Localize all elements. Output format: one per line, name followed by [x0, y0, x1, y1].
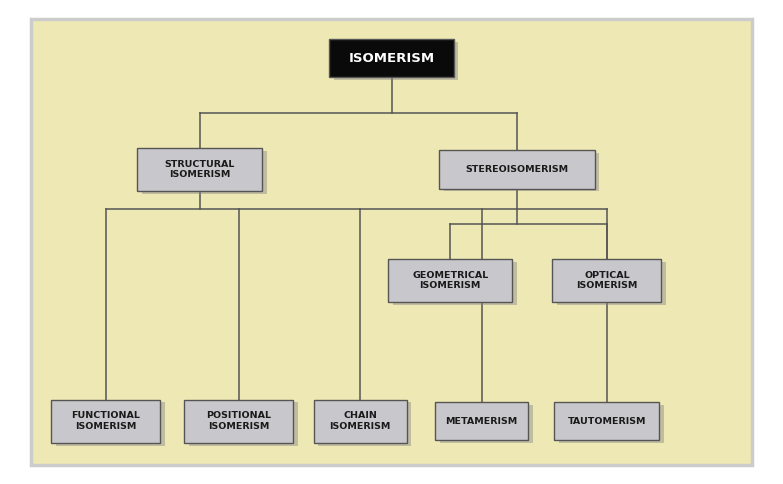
FancyBboxPatch shape: [443, 153, 600, 191]
FancyBboxPatch shape: [392, 262, 518, 305]
FancyBboxPatch shape: [52, 400, 161, 442]
FancyBboxPatch shape: [388, 259, 512, 302]
FancyBboxPatch shape: [439, 150, 595, 188]
Text: FUNCTIONAL
ISOMERISM: FUNCTIONAL ISOMERISM: [71, 411, 140, 431]
Text: CHAIN
ISOMERISM: CHAIN ISOMERISM: [330, 411, 391, 431]
Text: GEOMETRICAL
ISOMERISM: GEOMETRICAL ISOMERISM: [412, 271, 489, 290]
FancyBboxPatch shape: [185, 400, 293, 442]
FancyBboxPatch shape: [554, 402, 659, 440]
FancyBboxPatch shape: [435, 402, 529, 440]
FancyBboxPatch shape: [143, 151, 267, 194]
FancyBboxPatch shape: [189, 403, 298, 445]
FancyBboxPatch shape: [56, 403, 165, 445]
FancyBboxPatch shape: [329, 39, 454, 77]
Text: TAUTOMERISM: TAUTOMERISM: [568, 417, 646, 425]
FancyBboxPatch shape: [553, 259, 662, 302]
Text: ISOMERISM: ISOMERISM: [348, 52, 435, 64]
FancyBboxPatch shape: [138, 148, 262, 191]
FancyBboxPatch shape: [313, 400, 407, 442]
FancyBboxPatch shape: [440, 405, 532, 443]
FancyBboxPatch shape: [557, 262, 666, 305]
FancyBboxPatch shape: [559, 405, 664, 443]
Text: OPTICAL
ISOMERISM: OPTICAL ISOMERISM: [576, 271, 637, 290]
Text: STRUCTURAL
ISOMERISM: STRUCTURAL ISOMERISM: [164, 160, 235, 179]
Text: POSITIONAL
ISOMERISM: POSITIONAL ISOMERISM: [206, 411, 272, 431]
Text: METAMERISM: METAMERISM: [446, 417, 518, 425]
FancyBboxPatch shape: [319, 403, 412, 445]
FancyBboxPatch shape: [334, 42, 459, 80]
Text: STEREOISOMERISM: STEREOISOMERISM: [465, 165, 568, 174]
